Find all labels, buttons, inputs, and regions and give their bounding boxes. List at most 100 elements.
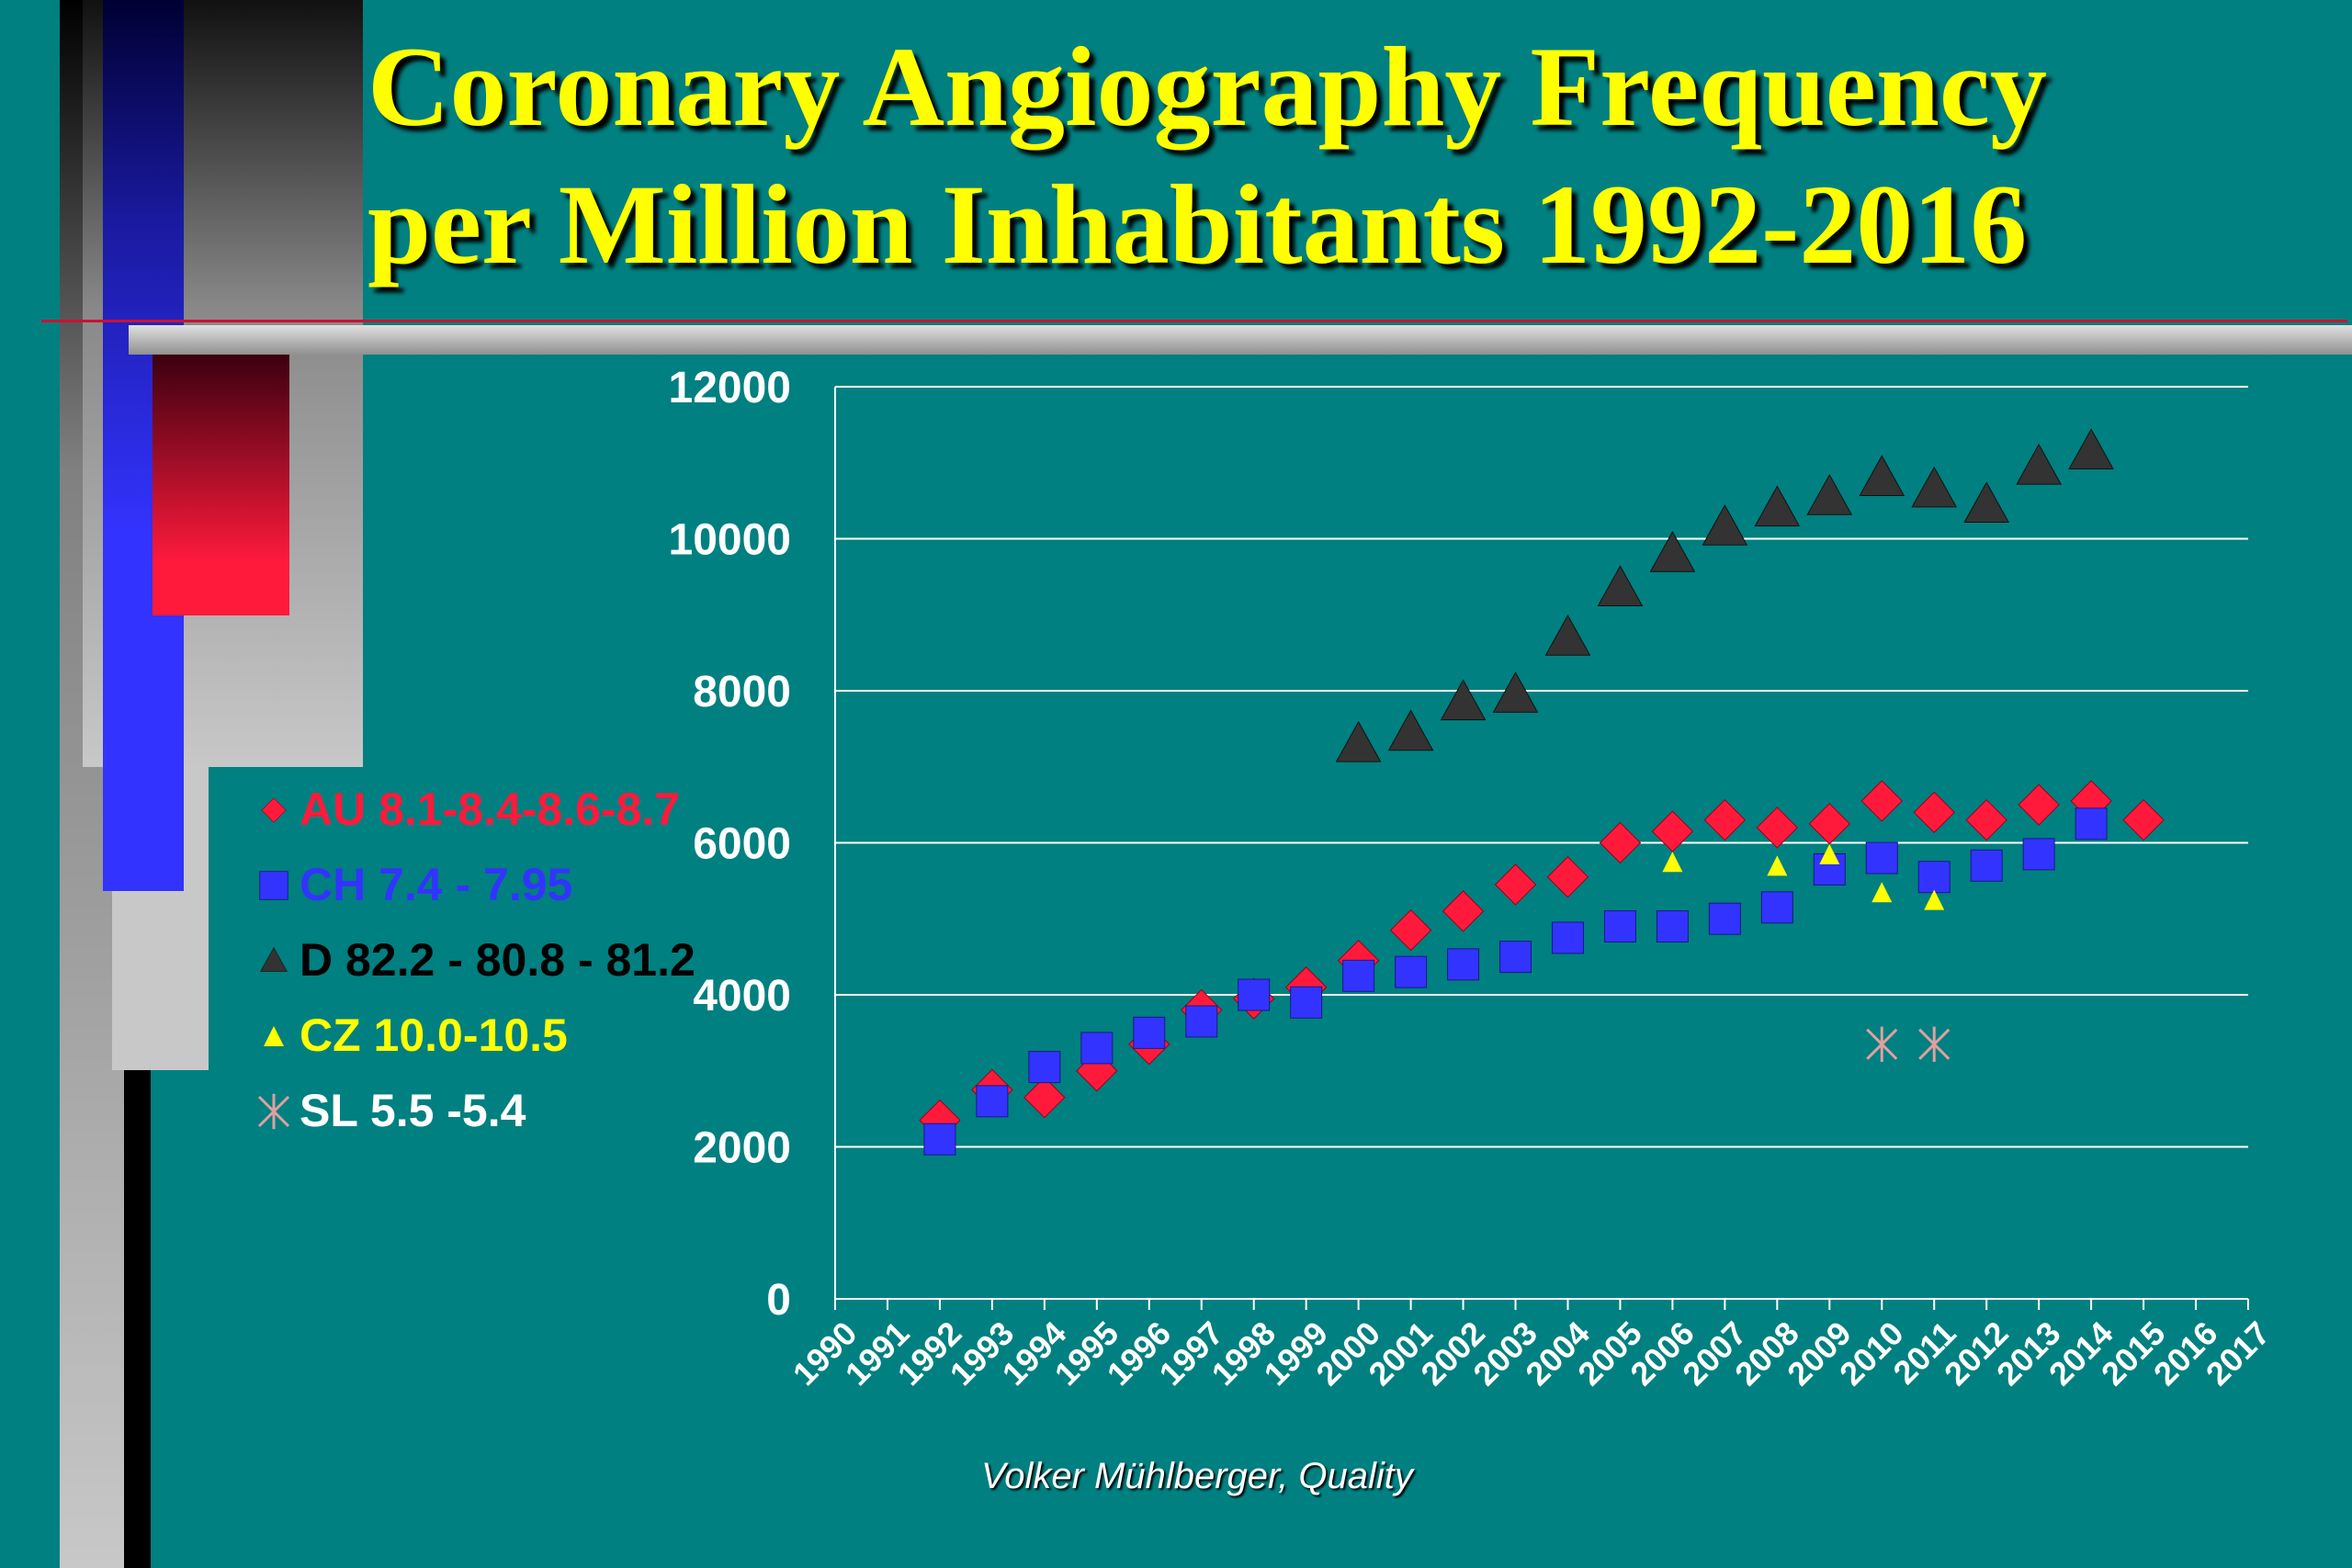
data-point bbox=[1492, 671, 1539, 713]
data-point bbox=[1865, 841, 1898, 874]
data-point bbox=[1754, 485, 1801, 527]
title-line-2: per Million Inhabitants 1992-2016 bbox=[368, 162, 2028, 288]
legend-label: D 82.2 - 80.8 - 81.2 bbox=[300, 934, 695, 986]
data-point bbox=[1911, 466, 1958, 508]
series-3 bbox=[1662, 843, 1945, 910]
data-point bbox=[1767, 855, 1788, 876]
data-point bbox=[1442, 890, 1485, 932]
data-point bbox=[1290, 986, 1323, 1019]
y-tick-label: 12000 bbox=[669, 364, 791, 412]
data-point bbox=[1546, 856, 1589, 898]
decorative-line-red bbox=[41, 320, 2347, 322]
series-1 bbox=[923, 807, 2108, 1156]
data-point bbox=[2122, 798, 2165, 841]
legend-label: AU 8.1-8.4-8.6-8.7 bbox=[300, 784, 681, 835]
data-point bbox=[1342, 959, 1375, 992]
data-point bbox=[1494, 863, 1537, 906]
data-point bbox=[1756, 807, 1799, 849]
data-point bbox=[1133, 1016, 1166, 1049]
legend-item: D 82.2 - 80.8 - 81.2 bbox=[255, 922, 695, 998]
data-point bbox=[1544, 615, 1591, 656]
y-tick-label: 4000 bbox=[693, 972, 791, 1021]
legend-marker-icon bbox=[255, 926, 300, 1001]
chart-axes: 0200040006000800010000120001990199119921… bbox=[669, 364, 2278, 1393]
legend-marker-icon bbox=[255, 775, 300, 851]
legend-marker bbox=[259, 871, 288, 900]
chart-legend: AU 8.1-8.4-8.6-8.7 CH 7.4 - 7.95 D 82.2 - … bbox=[255, 772, 695, 1148]
legend-item: SL 5.5 -5.4 bbox=[255, 1073, 695, 1148]
data-point bbox=[1023, 1077, 1066, 1119]
data-point bbox=[1662, 852, 1683, 873]
author-credit: Volker Mühlberger, Quality bbox=[981, 1456, 1413, 1496]
data-point bbox=[1965, 798, 2007, 841]
y-tick-label: 6000 bbox=[693, 820, 791, 869]
data-point bbox=[1970, 849, 2003, 882]
data-point bbox=[1708, 902, 1741, 935]
data-point bbox=[1806, 473, 1853, 515]
legend-marker bbox=[257, 1093, 290, 1129]
legend-marker-icon bbox=[255, 851, 300, 926]
legend-item: AU 8.1-8.4-8.6-8.7 bbox=[255, 772, 695, 847]
chart-marks bbox=[919, 428, 2165, 1156]
legend-marker bbox=[260, 946, 288, 972]
legend-label: SL 5.5 -5.4 bbox=[300, 1085, 526, 1136]
data-point bbox=[1860, 780, 1903, 822]
series-0 bbox=[919, 780, 2165, 1142]
data-point bbox=[2018, 784, 2060, 826]
data-point bbox=[2022, 838, 2055, 871]
data-point bbox=[1963, 481, 2010, 523]
legend-marker bbox=[264, 1025, 284, 1046]
page-title: Coronary Angiography Frequency per Milli… bbox=[368, 18, 2205, 294]
data-point bbox=[1599, 821, 1642, 864]
data-point bbox=[1185, 1005, 1218, 1038]
data-point bbox=[976, 1085, 1009, 1118]
data-point bbox=[1387, 709, 1434, 751]
data-point bbox=[1924, 889, 1945, 910]
decorative-bar-red bbox=[153, 354, 289, 615]
data-point bbox=[1859, 455, 1905, 496]
x-tick-label: 2017 bbox=[2199, 1314, 2278, 1393]
series-2 bbox=[1335, 428, 2114, 762]
data-point bbox=[1819, 843, 1840, 864]
legend-marker bbox=[261, 797, 287, 823]
data-point bbox=[1917, 861, 1951, 894]
data-point bbox=[2068, 428, 2114, 470]
data-point bbox=[1703, 798, 1747, 841]
decorative-bar-horizontal bbox=[129, 325, 2352, 355]
data-point bbox=[2075, 807, 2108, 840]
series-4 bbox=[1866, 1026, 1951, 1062]
data-point bbox=[1913, 791, 1955, 834]
data-point bbox=[1028, 1051, 1061, 1084]
y-tick-label: 2000 bbox=[693, 1124, 791, 1173]
data-point bbox=[2016, 443, 2062, 485]
data-point bbox=[1651, 810, 1694, 852]
data-point bbox=[1603, 910, 1636, 943]
data-point bbox=[923, 1122, 956, 1156]
y-tick-label: 0 bbox=[766, 1276, 791, 1325]
data-point bbox=[1395, 955, 1428, 988]
data-point bbox=[1080, 1032, 1114, 1065]
chart-gridlines bbox=[835, 386, 2248, 1300]
legend-item: CZ 10.0-10.5 bbox=[255, 998, 695, 1073]
y-tick-label: 10000 bbox=[669, 516, 791, 565]
data-point bbox=[1389, 908, 1432, 952]
y-tick-label: 8000 bbox=[693, 668, 791, 716]
legend-label: CZ 10.0-10.5 bbox=[300, 1010, 568, 1061]
legend-item: CH 7.4 - 7.95 bbox=[255, 847, 695, 922]
data-point bbox=[1551, 921, 1584, 954]
data-point bbox=[1702, 504, 1748, 546]
data-point bbox=[1499, 941, 1532, 974]
data-point bbox=[1440, 679, 1487, 721]
data-point bbox=[1649, 531, 1696, 572]
data-point bbox=[1808, 803, 1851, 845]
data-point bbox=[1918, 1026, 1951, 1062]
legend-marker-icon bbox=[255, 1077, 300, 1152]
data-point bbox=[1760, 891, 1793, 924]
data-point bbox=[1238, 978, 1271, 1011]
data-point bbox=[1597, 565, 1644, 606]
legend-marker-icon bbox=[255, 1001, 300, 1077]
data-point bbox=[1871, 882, 1893, 903]
data-point bbox=[1335, 720, 1382, 762]
legend-label: CH 7.4 - 7.95 bbox=[300, 859, 573, 910]
